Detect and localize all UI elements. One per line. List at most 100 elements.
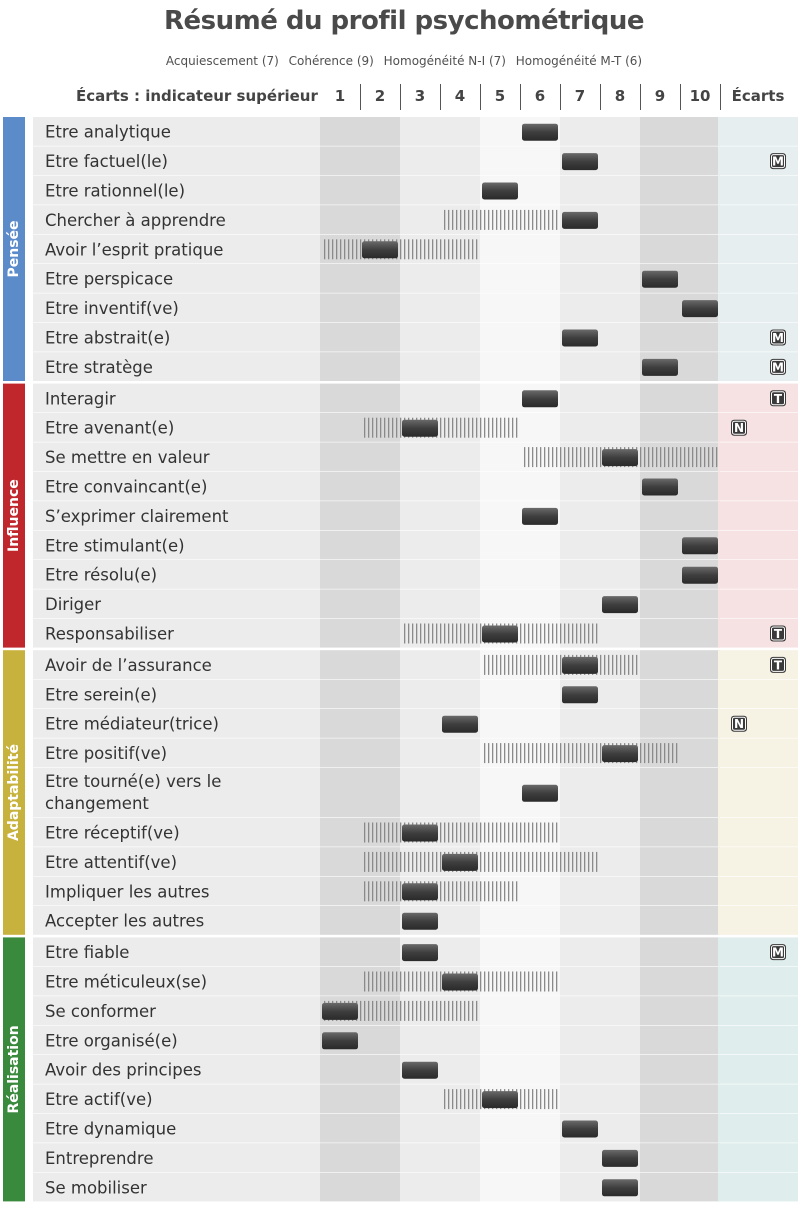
cell-bg: [320, 618, 360, 648]
cell-bg: [600, 383, 640, 413]
cell-bg: [520, 352, 560, 381]
ecarts-cell: [718, 530, 798, 560]
cell-bg: [400, 1084, 440, 1114]
cell-bg: [680, 264, 720, 293]
row-label-bg: [33, 1113, 320, 1143]
cell-bg: [600, 413, 640, 442]
score-bar: [442, 715, 478, 733]
cell-bg: [680, 996, 720, 1025]
row-label-bg: [33, 1025, 320, 1055]
ecarts-cell: [718, 906, 798, 935]
indicator-summary: Acquiescement (7) Cohérence (9) Homogéné…: [0, 54, 808, 68]
indicator-acquiescement: Acquiescement (7): [165, 54, 279, 68]
flag-badge-border: [771, 945, 785, 960]
cell-bg: [680, 767, 720, 818]
row-label: Se mettre en valeur: [45, 448, 210, 467]
row: Etre rationnel(le): [33, 175, 798, 205]
header-separator: [640, 84, 641, 110]
row-label-bg: [33, 352, 320, 381]
score-bar: [602, 1179, 638, 1197]
cell-bg: [560, 876, 600, 906]
cell-bg: [640, 560, 680, 589]
cell-bg: [640, 618, 680, 648]
score-bar: [642, 478, 678, 496]
cell-bg: [320, 205, 360, 234]
cell-bg: [320, 1084, 360, 1114]
row-label: Etre résolu(e): [45, 566, 157, 585]
cell-bg: [600, 264, 640, 293]
cell-bg: [520, 996, 560, 1025]
flag-badge: [731, 419, 747, 436]
score-bar: [402, 944, 438, 962]
row-label: Etre analytique: [45, 123, 171, 142]
cell-bg: [560, 589, 600, 619]
cell-bg: [320, 117, 360, 146]
cell-bg: [480, 264, 520, 293]
row-label-bg: [33, 146, 320, 176]
ecarts-cell: [718, 847, 798, 876]
cell-bg: [520, 937, 560, 967]
cell-bg: [600, 146, 640, 176]
section-label-Pensée: Pensée: [6, 220, 22, 277]
cell-bg: [480, 996, 520, 1025]
cell-bg: [640, 413, 680, 442]
score-bar: [602, 745, 638, 763]
cell-bg: [400, 560, 440, 589]
cell-bg: [680, 234, 720, 264]
score-bar: [682, 566, 718, 584]
cell-bg: [680, 501, 720, 530]
ecarts-cell: [718, 589, 798, 619]
cell-bg: [320, 1113, 360, 1143]
flag-letter: N: [734, 717, 744, 731]
flag-badge-border: [771, 626, 785, 641]
header-col-6: 6: [534, 87, 546, 105]
cell-bg: [680, 413, 720, 442]
ecarts-cell: [718, 1055, 798, 1084]
row: Diriger: [33, 589, 798, 619]
cell-bg: [480, 293, 520, 323]
cell-bg: [640, 175, 680, 205]
cell-bg: [400, 738, 440, 768]
cell-bg: [600, 996, 640, 1025]
cell-bg: [400, 589, 440, 619]
row-label-bg: [33, 560, 320, 589]
flag-letter: M: [772, 946, 784, 960]
ecarts-cell: [718, 1113, 798, 1143]
cell-bg: [360, 1113, 400, 1143]
ecarts-cell: [718, 738, 798, 768]
ecarts-cell: [718, 1143, 798, 1172]
row-label: Chercher à apprendre: [45, 211, 226, 230]
row: Etre avenant(e) N: [33, 413, 798, 442]
score-bar: [562, 686, 598, 704]
row-label-bg: [33, 234, 320, 264]
page-title: Résumé du profil psychométrique: [163, 6, 645, 36]
cell-bg: [560, 560, 600, 589]
header-label: Écarts : indicateur supérieur: [76, 87, 318, 105]
header-col-7: 7: [574, 87, 586, 105]
row: Etre fiable M: [33, 937, 798, 967]
row-label-bg: [33, 264, 320, 293]
row-label: Avoir l’esprit pratique: [45, 240, 223, 259]
range-band: [362, 417, 518, 438]
row-label: Etre stimulant(e): [45, 536, 185, 555]
cell-bg: [360, 471, 400, 501]
flag-badge: [770, 390, 786, 407]
cell-bg: [680, 146, 720, 176]
ecarts-cell: [718, 471, 798, 501]
cell-bg: [600, 1084, 640, 1114]
row-label-bg: [33, 175, 320, 205]
score-bar: [522, 507, 558, 525]
flag-badge: [770, 358, 786, 375]
ecarts-cell: [718, 442, 798, 472]
cell-bg: [600, 767, 640, 818]
cell-bg: [680, 847, 720, 876]
cell-bg: [560, 906, 600, 935]
cell-bg: [680, 471, 720, 501]
cell-bg: [360, 1172, 400, 1202]
row: Avoir l’esprit pratique: [33, 234, 798, 264]
cell-bg: [640, 234, 680, 264]
score-bar: [522, 123, 558, 141]
cell-bg: [320, 322, 360, 352]
row-label: Etre réceptif(ve): [45, 824, 180, 843]
cell-bg: [480, 709, 520, 738]
